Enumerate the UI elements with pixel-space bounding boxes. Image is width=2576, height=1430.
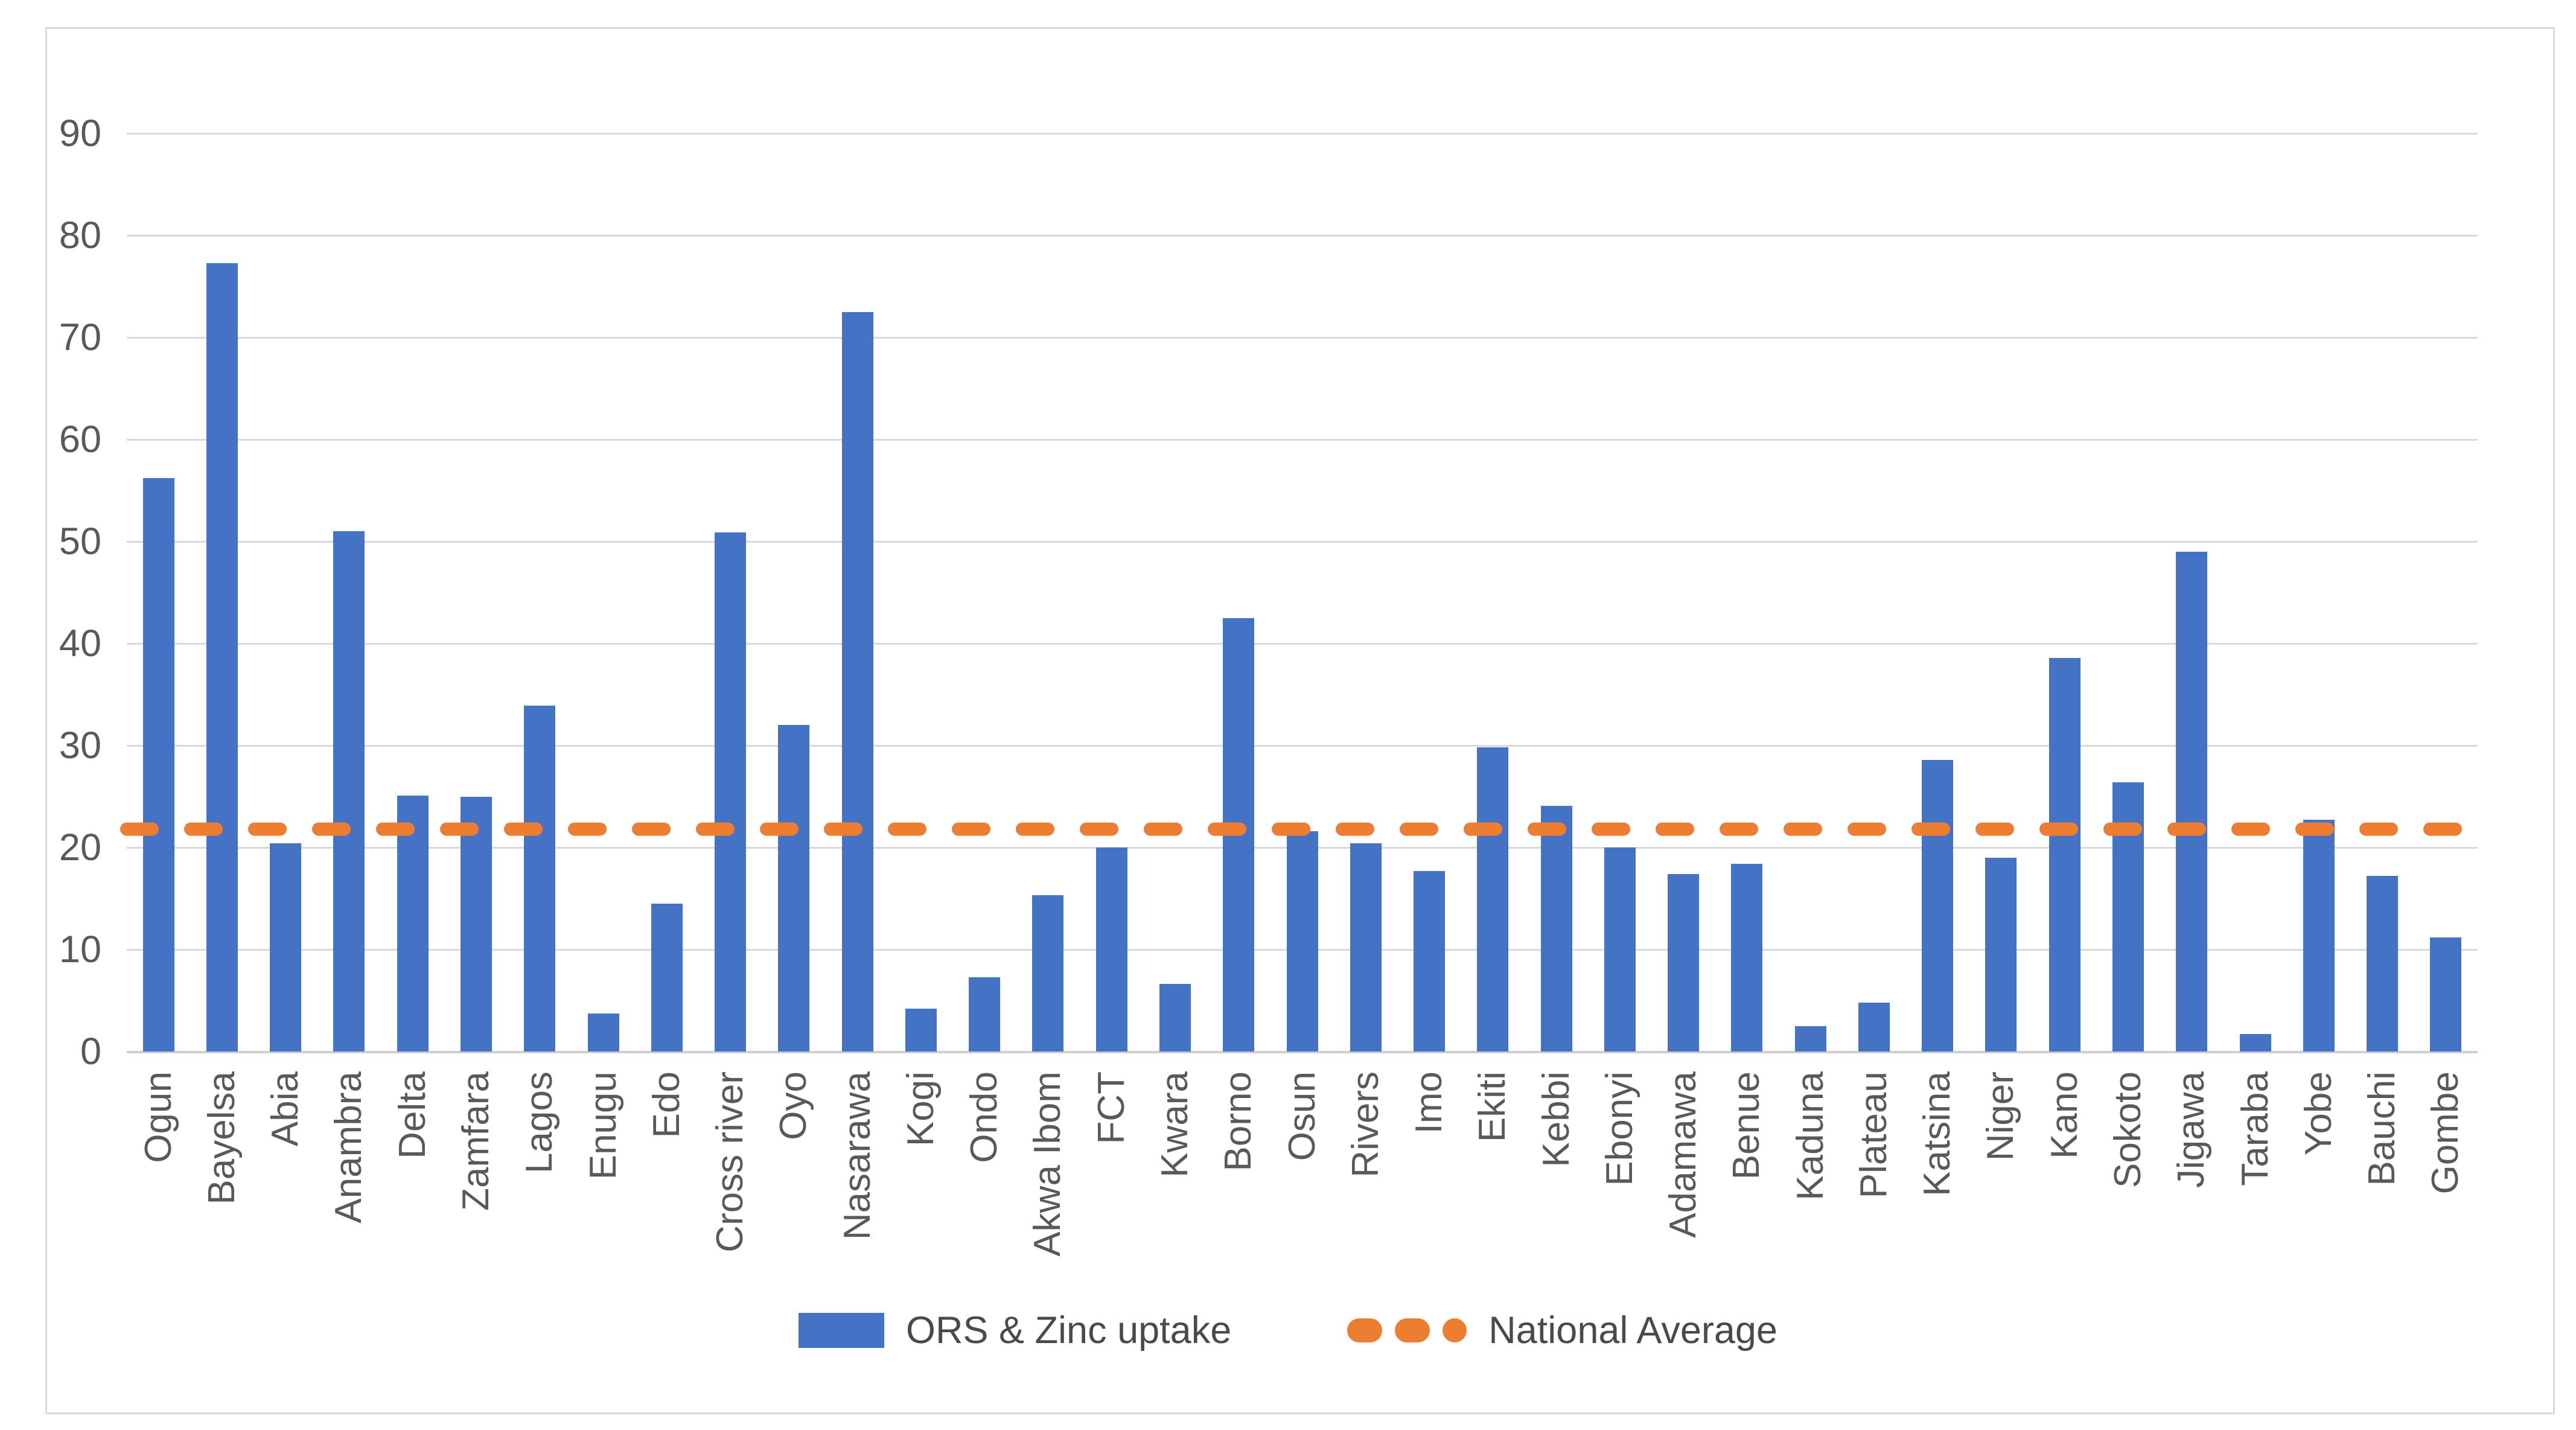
y-tick-label-30: 30 <box>59 724 101 767</box>
dash-icon <box>1347 1318 1383 1342</box>
bar-bayelsa <box>206 263 238 1052</box>
bar-delta <box>397 795 429 1052</box>
bar-zamfara <box>460 796 492 1052</box>
y-tick-label-40: 40 <box>59 622 101 665</box>
gridline-y-0 <box>127 1051 2478 1053</box>
bar-gombe <box>2430 937 2462 1052</box>
bar-kebbi <box>1540 805 1572 1052</box>
bar-katsina <box>1922 759 1954 1052</box>
bar-taraba <box>2239 1034 2271 1052</box>
bar-enugu <box>587 1013 619 1052</box>
dash-icon <box>1395 1318 1430 1342</box>
y-tick-label-10: 10 <box>59 928 101 971</box>
bar-ogun <box>142 478 174 1052</box>
bar-yobe <box>2303 820 2335 1052</box>
y-tick-label-70: 70 <box>59 316 101 359</box>
y-tick-label-80: 80 <box>59 214 101 257</box>
bar-abia <box>270 843 302 1052</box>
gridline-y-80 <box>127 235 2478 237</box>
dash-icon <box>1443 1318 1467 1342</box>
gridline-y-90 <box>127 133 2478 135</box>
bar-ondo <box>969 977 1001 1052</box>
gridline-y-70 <box>127 337 2478 339</box>
gridline-y-40 <box>127 643 2478 645</box>
y-tick-label-20: 20 <box>59 826 101 869</box>
bar-anambra <box>333 531 365 1052</box>
bar-cross-river <box>715 532 747 1052</box>
dashed-line-swatch <box>1347 1318 1467 1342</box>
y-tick-label-0: 0 <box>80 1030 101 1073</box>
bar-edo <box>651 903 683 1052</box>
bar-akwa-ibom <box>1032 895 1064 1052</box>
bar-kano <box>2048 657 2080 1052</box>
y-tick-label-60: 60 <box>59 418 101 461</box>
legend-label-average-line: National Average <box>1488 1309 1777 1352</box>
bar-nasarawa <box>841 311 873 1052</box>
bar-lagos <box>524 706 556 1052</box>
bar-osun <box>1286 831 1318 1052</box>
bar-plateau <box>1858 1002 1890 1052</box>
y-tick-label-90: 90 <box>59 112 101 155</box>
y-tick-label-50: 50 <box>59 520 101 563</box>
bar-adamawa <box>1668 873 1700 1052</box>
bar-niger <box>1985 857 2017 1052</box>
bar-kaduna <box>1794 1026 1826 1052</box>
legend-label-bar-series: ORS & Zinc uptake <box>906 1309 1232 1352</box>
bar-rivers <box>1350 843 1382 1052</box>
gridline-y-30 <box>127 745 2478 747</box>
bar-jigawa <box>2176 551 2208 1052</box>
bar-oyo <box>778 725 810 1052</box>
bar-imo <box>1414 870 1446 1052</box>
legend: ORS & Zinc uptake National Average <box>0 1309 2576 1352</box>
bar-benue <box>1731 864 1763 1052</box>
bar-kwara <box>1159 984 1191 1052</box>
gridline-y-50 <box>127 541 2478 543</box>
gridline-y-60 <box>127 439 2478 441</box>
bar-kogi <box>905 1009 937 1052</box>
bar-ebonyi <box>1604 847 1636 1052</box>
bar-fct <box>1095 847 1127 1052</box>
bar-ekiti <box>1477 747 1509 1052</box>
bar-bauchi <box>2367 876 2399 1052</box>
bar-series-swatch <box>799 1313 885 1348</box>
chart-figure-border <box>45 27 2555 1414</box>
